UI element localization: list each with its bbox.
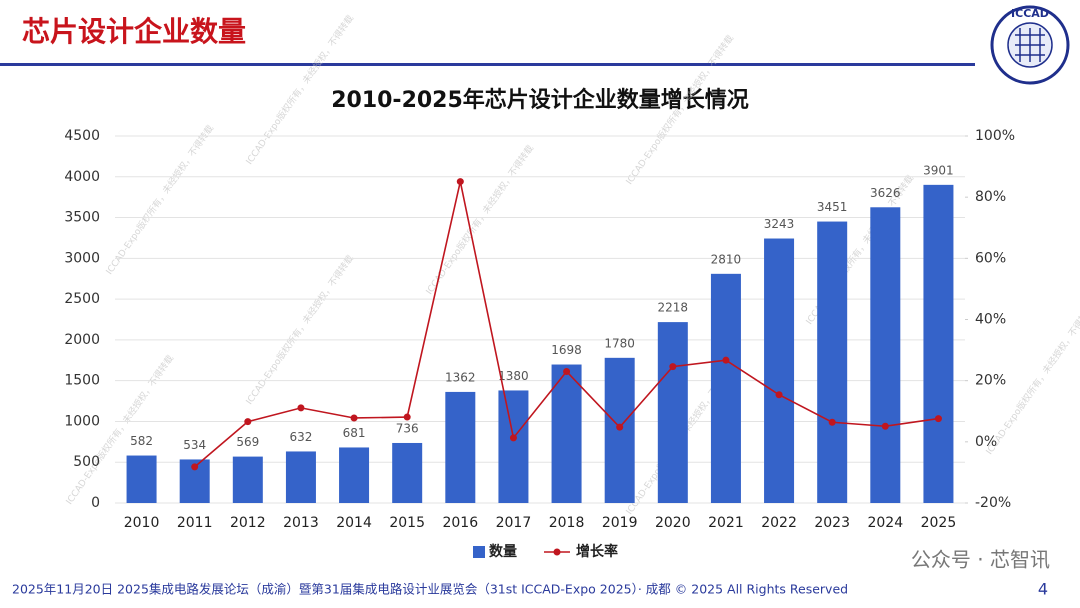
legend-swatch [553,548,561,556]
y2-tick-label: 40% [975,312,1006,328]
growth-marker [509,434,517,442]
y-tick-label: 2500 [64,291,100,307]
growth-marker [297,404,305,412]
bar-label: 3243 [764,217,795,231]
x-tick-label: 2012 [230,515,266,531]
growth-marker [456,178,464,186]
bar-label: 1698 [551,343,582,357]
bar [764,238,795,504]
bar-label: 632 [289,430,312,444]
y2-tick-label: 80% [975,189,1006,205]
y-tick-label: 3500 [64,210,100,226]
bar [710,273,741,503]
bar-label: 3626 [870,186,901,200]
bar [551,364,582,503]
x-tick-label: 2025 [921,515,957,531]
bar-label: 2810 [711,252,742,266]
growth-marker [191,463,199,471]
page-number: 4 [1038,580,1048,599]
growth-marker [828,418,836,426]
footer-text: 2025年11月20日 2025集成电路发展论坛（成渝）暨第31届集成电路设计业… [12,582,848,597]
bar-label: 3901 [923,163,954,177]
bar [657,322,688,503]
bar [126,455,157,503]
bar [870,207,901,504]
growth-marker [244,418,252,426]
growth-marker [722,356,730,364]
bar [232,456,263,503]
y2-tick-label: 60% [975,250,1006,266]
y-tick-label: 1000 [64,413,100,429]
growth-marker [350,414,358,422]
growth-marker [934,415,942,423]
y-tick-label: 2000 [64,332,100,348]
bar [817,221,848,504]
growth-marker [403,413,411,421]
legend-swatch [473,546,485,558]
x-tick-label: 2018 [549,515,585,531]
bar-label: 736 [396,421,419,435]
growth-marker [616,423,624,431]
bar-label: 569 [236,435,259,449]
x-tick-label: 2017 [496,515,532,531]
x-tick-label: 2024 [867,515,903,531]
bar [445,391,476,503]
x-tick-label: 2011 [177,515,213,531]
y-tick-label: 500 [73,454,100,470]
bar [498,390,529,503]
x-tick-label: 2014 [336,515,372,531]
bar [392,442,423,503]
growth-marker [669,363,677,371]
bar-label: 1362 [445,370,476,384]
header-rule [0,63,975,66]
growth-marker [775,391,783,399]
y2-tick-label: 20% [975,373,1006,389]
growth-marker [881,422,889,430]
bar [923,184,954,503]
logo: ICCAD [990,5,1070,85]
y-tick-label: 1500 [64,373,100,389]
bar [339,447,370,503]
y-tick-label: 3000 [64,250,100,266]
x-tick-label: 2021 [708,515,744,531]
bar-label: 534 [183,438,206,452]
bar-label: 1380 [498,369,529,383]
watermark: ICCAD-Expo版权所有，未经授权，不得转载 [243,253,356,407]
bar-label: 582 [130,434,153,448]
bar-label: 2218 [658,301,689,315]
growth-marker [563,367,571,375]
chart-title: 2010-2025年芯片设计企业数量增长情况 [331,87,749,113]
x-tick-label: 2015 [389,515,425,531]
x-tick-label: 2013 [283,515,319,531]
x-tick-label: 2023 [814,515,850,531]
x-tick-label: 2010 [124,515,160,531]
watermark: ICCAD-Expo版权所有，未经授权，不得转载 [103,123,216,277]
y2-tick-label: 0% [975,434,997,450]
bar [285,451,316,503]
y2-tick-label: 100% [975,128,1015,144]
x-tick-label: 2019 [602,515,638,531]
y-tick-label: 4000 [64,169,100,185]
y-tick-label: 0 [91,495,100,511]
source-mark: 公众号 · 芯智讯 [911,548,1050,572]
bar-label: 3451 [817,200,848,214]
legend-label: 增长率 [576,543,618,560]
y-tick-label: 4500 [64,128,100,144]
bar-label: 1780 [604,336,635,350]
slide-title: 芯片设计企业数量 [22,15,246,48]
x-tick-label: 2020 [655,515,691,531]
y2-tick-label: -20% [975,495,1011,511]
x-tick-label: 2022 [761,515,797,531]
bar-label: 681 [343,426,366,440]
logo-text: ICCAD [1011,7,1049,20]
legend-label: 数量 [489,543,517,560]
x-tick-label: 2016 [442,515,478,531]
